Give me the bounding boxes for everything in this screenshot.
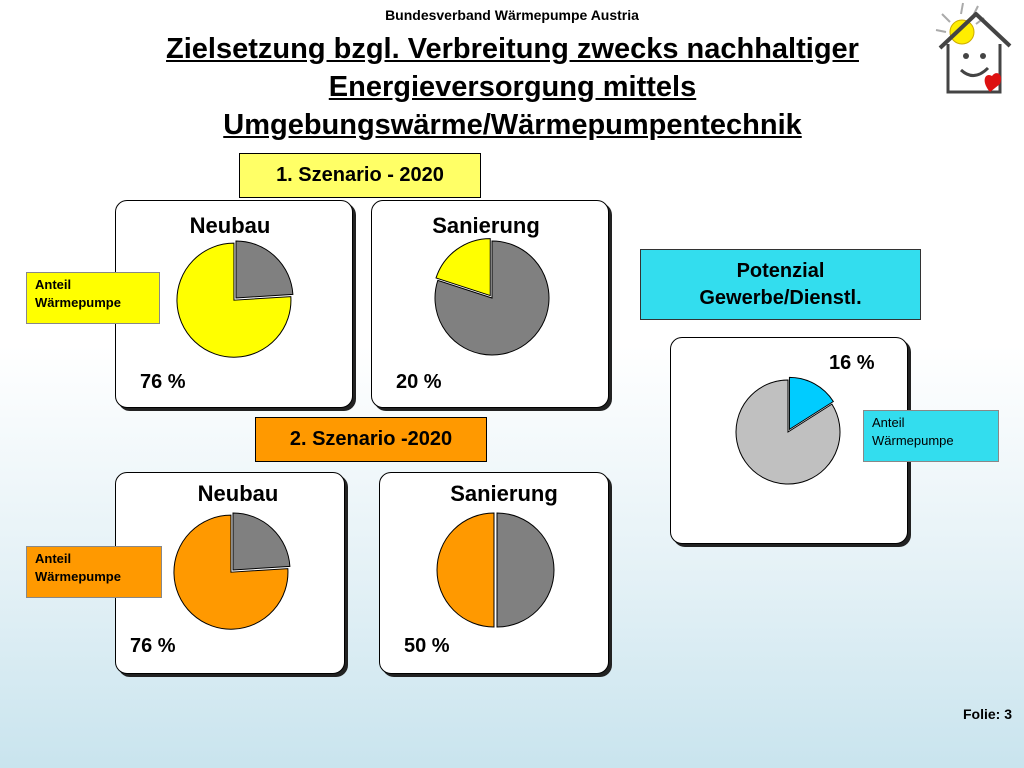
scenario-1-sanierung-panel: Sanierung 20 % — [371, 200, 609, 408]
pie-slice-rest — [232, 512, 291, 571]
title-line-1: Zielsetzung bzgl. Verbreitung zwecks nac… — [166, 33, 859, 65]
pie-slice-rest — [434, 240, 550, 356]
pie-percentage: 20 % — [396, 371, 442, 393]
pie-chart — [735, 376, 841, 485]
legend-line-1: Anteil — [35, 551, 72, 566]
pie-title: Sanierung — [450, 481, 558, 506]
potential-line-1: Potenzial — [736, 259, 825, 282]
pie-chart — [436, 512, 555, 628]
pie-title: Sanierung — [432, 213, 540, 238]
organization-name: Bundesverband Wärmepumpe Austria — [385, 7, 639, 23]
scenario-2-sanierung-panel: Sanierung 50 % — [379, 472, 609, 674]
legend-anteil-waermepumpe-orange: Anteil Wärmepumpe — [26, 546, 162, 598]
pie-slice-waermepumpe — [173, 514, 289, 630]
pie-title: Neubau — [197, 481, 279, 506]
pie-slice-waermepumpe — [436, 512, 495, 628]
slide-number: Folie: 3 — [962, 706, 1012, 722]
legend-line-2: Wärmepumpe — [35, 569, 121, 584]
legend-line-2: Wärmepumpe — [35, 295, 121, 310]
pie-slice-rest — [235, 240, 294, 299]
legend-anteil-waermepumpe-yellow: Anteil Wärmepumpe — [26, 272, 160, 324]
slide-title: Zielsetzung bzgl. Verbreitung zwecks nac… — [95, 30, 930, 144]
pie-title: Neubau — [189, 213, 271, 238]
pie-chart — [434, 238, 550, 356]
legend-line-1: Anteil — [872, 415, 905, 430]
title-line-3: Umgebungswärme/Wärmepumpentechnik — [223, 109, 802, 141]
scenario-2-label: 2. Szenario -2020 — [255, 417, 487, 462]
potential-label: Potenzial Gewerbe/Dienstl. — [640, 249, 921, 320]
pie-percentage: 76 % — [130, 635, 176, 657]
pie-slice-waermepumpe — [435, 238, 491, 297]
legend-line-2: Wärmepumpe — [872, 433, 954, 448]
pie-slice-rest — [735, 379, 841, 485]
pie-slice-rest — [496, 512, 555, 628]
scenario-1-label: 1. Szenario - 2020 — [239, 153, 481, 198]
pie-slice-waermepumpe — [788, 376, 835, 431]
pie-percentage: 50 % — [404, 635, 450, 657]
pie-slice-waermepumpe — [176, 242, 292, 358]
title-line-2: Energieversorgung mittels — [328, 71, 697, 103]
pie-percentage: 76 % — [140, 371, 186, 393]
legend-anteil-waermepumpe-cyan: Anteil Wärmepumpe — [863, 410, 999, 462]
pie-chart — [173, 512, 291, 630]
pie-chart — [176, 240, 294, 358]
house-sun-heart-logo — [935, 2, 1012, 94]
pie-percentage: 16 % — [829, 352, 875, 374]
potential-line-2: Gewerbe/Dienstl. — [699, 286, 862, 309]
legend-line-1: Anteil — [35, 277, 72, 292]
